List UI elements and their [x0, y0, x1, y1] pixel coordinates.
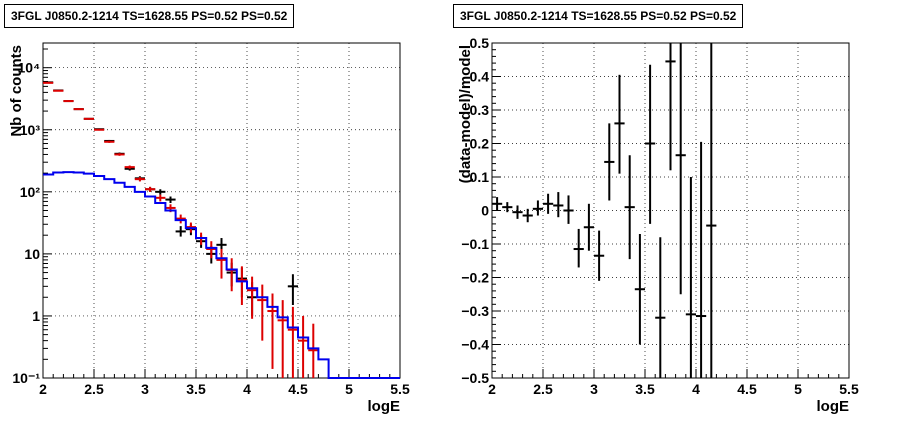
counts-chart-title: 3FGL J0850.2-1214 TS=1628.55 PS=0.52 PS=…: [4, 4, 295, 28]
residual-x-tick-label: 2: [488, 381, 496, 397]
counts-x-tick-label: 3: [141, 381, 149, 397]
counts-x-tick-label: 2: [39, 381, 47, 397]
residual-chart: 2 2.5 3 3.5 4 4.5 5 5.5 −0.5 −0.4 −0.3 −0.2 −0.1 0 0.1…: [457, 35, 859, 415]
counts-plot-frame: [42, 42, 401, 379]
residual-x-tick-label: 5.5: [839, 381, 859, 397]
counts-y-tick-label: 10: [24, 246, 40, 262]
residual-x-tick-label: 3: [590, 381, 598, 397]
residual-y-tick-label: −0.1: [461, 236, 489, 252]
counts-y-tick-label: 10⁴: [18, 60, 41, 76]
counts-y-tick-label: 10⁻¹: [12, 370, 40, 386]
residual-y-tick-label: 0.5: [470, 35, 490, 51]
residual-y-tick-label: 0.1: [470, 169, 490, 185]
counts-y-tick-label: 1: [32, 308, 40, 324]
residual-y-tick-label: 0: [481, 203, 489, 219]
counts-x-axis-label: logE: [368, 398, 401, 415]
counts-x-tick-label: 5: [345, 381, 353, 397]
residual-chart-title: 3FGL J0850.2-1214 TS=1628.55 PS=0.52 PS=…: [453, 4, 744, 28]
residual-y-tick-label: −0.5: [461, 370, 489, 386]
counts-y-tick-label: 10³: [20, 122, 41, 138]
residual-y-tick-label: −0.4: [461, 337, 489, 353]
counts-panel: 3FGL J0850.2-1214 TS=1628.55 PS=0.52 PS=…: [4, 4, 410, 415]
residual-y-tick-label: −0.3: [461, 303, 489, 319]
residual-x-tick-label: 5: [794, 381, 802, 397]
residual-y-tick-label: 0.3: [470, 102, 490, 118]
counts-x-tick-label: 5.5: [390, 381, 410, 397]
residual-y-tick-label: 0.2: [470, 136, 490, 152]
counts-chart: 2 2.5 3 3.5 4 4.5 5 5.5 10⁻¹ 1 10 10² 10³ 10⁴ logE Nb o…: [8, 42, 410, 415]
residual-x-axis-label: logE: [817, 398, 850, 415]
residual-y-axis-label: (data-model)/model: [457, 45, 474, 183]
counts-y-tick-label: 10²: [20, 184, 41, 200]
residual-x-tick-label: 4.5: [737, 381, 757, 397]
counts-x-tick-label: 4.5: [288, 381, 308, 397]
residual-x-tick-label: 3.5: [635, 381, 655, 397]
residual-x-tick-label: 2.5: [533, 381, 553, 397]
counts-x-tick-label: 3.5: [186, 381, 206, 397]
residual-x-tick-label: 4: [692, 381, 700, 397]
residual-y-tick-label: −0.2: [461, 270, 489, 286]
model-step-line: [43, 171, 400, 379]
counts-x-tick-label: 2.5: [84, 381, 104, 397]
residual-panel: 3FGL J0850.2-1214 TS=1628.55 PS=0.52 PS=…: [449, 0, 898, 421]
counts-y-axis-label: Nb of counts: [8, 45, 25, 137]
counts-x-tick-label: 4: [243, 381, 251, 397]
residual-y-tick-label: 0.4: [470, 69, 490, 85]
